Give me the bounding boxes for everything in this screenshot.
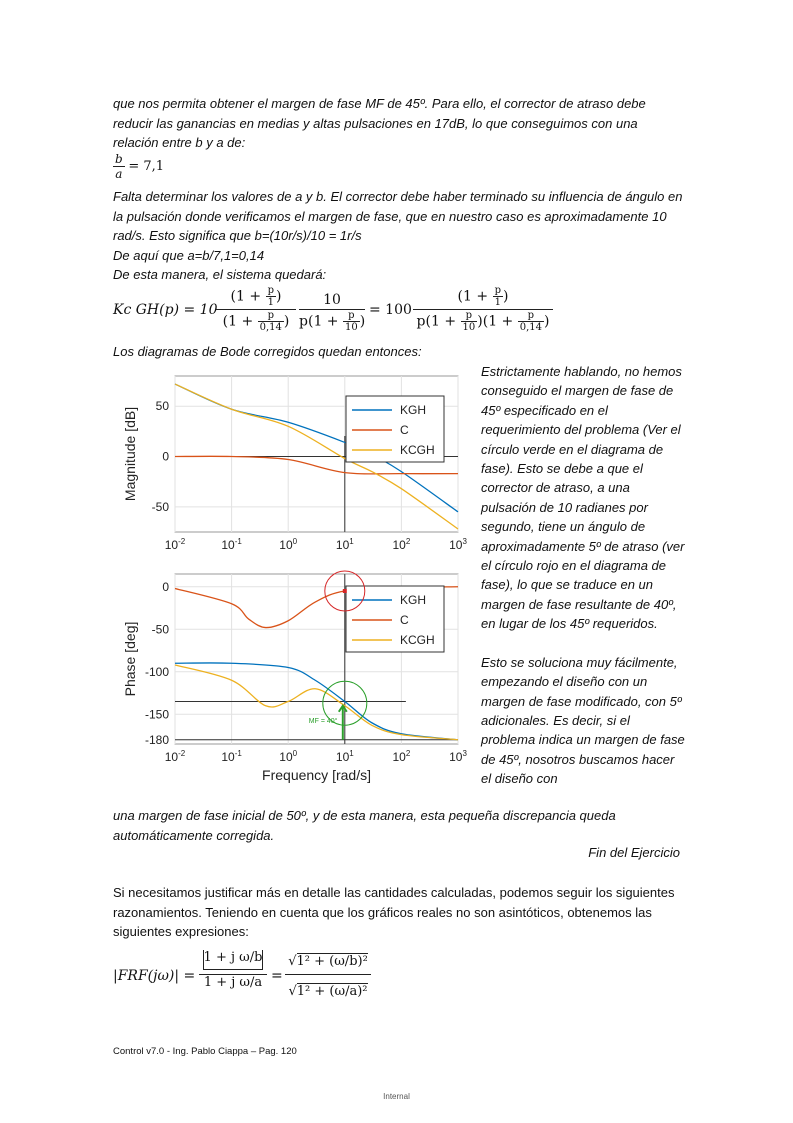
frf-sqrt-num: 1² + (ω/b)² <box>296 953 368 969</box>
mag-y-tick-label: -50 <box>152 500 170 514</box>
phase-legend-label: KGH <box>400 593 426 607</box>
internal-label: Internal <box>383 1092 410 1101</box>
phase-series-kgh <box>174 662 459 741</box>
eq-p-5: p <box>460 310 478 322</box>
mag-x-tick-label: 10-1 <box>221 537 242 552</box>
mag-x-tick-label: 101 <box>336 537 354 552</box>
eq-frac-2: 10 p(1 + p 10) <box>299 285 365 333</box>
eq-one-1: 1 <box>267 297 274 308</box>
phase-x-tick-label: 100 <box>279 749 297 764</box>
mag-legend-label: C <box>400 423 409 437</box>
eq-one-plus-2: 1 + <box>228 313 254 330</box>
mag-x-tick-label: 102 <box>392 537 410 552</box>
phase-y-tick-label: -180 <box>145 733 169 747</box>
phase-margin-arrowhead <box>337 703 348 713</box>
sidebar-paragraph-2: Esto se soluciona muy fácilmente, empeza… <box>481 654 685 787</box>
phase-y-axis-label: Phase [deg] <box>122 622 138 697</box>
paragraph-system: De esta manera, el sistema quedará: <box>113 267 327 282</box>
paragraph-bode-intro: Los diagramas de Bode corregidos quedan … <box>113 344 422 359</box>
phase-legend-label: C <box>400 613 409 627</box>
paragraph-a-value: De aquí que a=b/7,1=0,14 <box>113 248 265 263</box>
eq-p-6: p <box>517 310 544 322</box>
phase-series-kcgh <box>174 664 459 741</box>
eq-one-plus-1: 1 + <box>236 288 262 305</box>
phase-y-tick-label: -100 <box>145 665 169 679</box>
phase-margin-annotation: MF = 40° <box>309 717 338 725</box>
eq-zero14-2: 0,14 <box>519 322 542 333</box>
phase-legend-box <box>345 585 445 653</box>
eq-p-1: p <box>265 285 276 297</box>
paragraph-justify: Si necesitamos justificar más en detalle… <box>113 885 675 939</box>
phase-y-tick-label: -50 <box>152 622 170 636</box>
phase-red-circle <box>324 570 366 612</box>
mag-legend-label: KCGH <box>400 443 435 457</box>
eq-lhs: Kc GH(p) = 10 <box>113 302 218 318</box>
ratio-numerator: b <box>113 152 125 167</box>
bode-diagram: 10-2 10-1 100 101 102 103 50 0 -50 Magnitude [dB]… <box>122 375 467 783</box>
phase-x-tick-label: 103 <box>449 749 467 764</box>
eq-one-plus-3: 1 + <box>313 313 339 330</box>
phase-x-tick-label: 10-2 <box>165 749 186 764</box>
eq-one-plus-5: 1 + <box>430 313 457 330</box>
mag-y-tick-label: 50 <box>156 399 170 413</box>
page-footer: Control v7.0 - Ing. Pablo Ciappa – Pag. … <box>113 1046 297 1057</box>
equation-system: Kc GH(p) = 10 (1 + p 1) (1 + p 0,14) 10 p(… <box>113 285 553 341</box>
mag-series-c <box>174 455 459 475</box>
paragraph-determine: Falta determinar los valores de a y b. E… <box>113 189 683 243</box>
mag-x-tick-label: 103 <box>449 537 467 552</box>
frf-lhs: |FRF(jω)| = <box>113 968 196 984</box>
eq-equals-100: = 100 <box>369 302 412 318</box>
sidebar-paragraph-1: Estrictamente hablando, no hemos consegu… <box>481 364 685 632</box>
phase-y-tick-label: -150 <box>145 707 169 721</box>
mag-x-tick-label: 10-2 <box>165 537 186 552</box>
frf-den-abs: 1 + j ω/a <box>203 975 263 990</box>
eq-one-2: 1 <box>494 297 501 308</box>
end-of-exercise: Fin del Ejercicio <box>588 845 680 860</box>
equation-frf: |FRF(jω)| = 1 + j ω/b 1 + j ω/a = √1² + … <box>113 944 373 1018</box>
eq-ten-2: 10 <box>462 322 476 333</box>
eq-p-3: p <box>342 310 360 322</box>
frf-num-abs: 1 + j ω/b <box>199 950 267 975</box>
phase-x-axis-label: Frequency [rad/s] <box>262 767 371 783</box>
ratio-denominator: a <box>115 167 123 181</box>
phase-x-tick-label: 10-1 <box>221 749 242 764</box>
ratio-rhs: = 7,1 <box>128 158 165 174</box>
eq-one-plus-4: 1 + <box>463 288 489 305</box>
mag-x-tick-label: 100 <box>279 537 297 552</box>
mag-y-axis-label: Magnitude [dB] <box>122 407 138 501</box>
mag-series-kcgh <box>174 383 459 530</box>
eq-frac-1: (1 + p 1) (1 + p 0,14) <box>216 285 296 333</box>
eq-zero14-1: 0,14 <box>259 322 282 333</box>
frf-sqrt-den: 1² + (ω/a)² <box>296 983 368 999</box>
mag-legend-label: KGH <box>400 403 426 417</box>
eq-frac-3: (1 + p 1) p(1 + p 10)(1 + p 0,14) <box>413 285 553 333</box>
phase-red-marker <box>342 589 347 593</box>
mag-y-tick-label: 0 <box>162 450 169 464</box>
phase-y-tick-label: 0 <box>162 580 169 594</box>
eq-p-2: p <box>257 310 284 322</box>
eq-p-4: p <box>492 285 503 297</box>
paragraph-intro: que nos permita obtener el margen de fas… <box>113 96 646 150</box>
eq-k1: 10 <box>299 285 365 310</box>
phase-legend-label: KCGH <box>400 633 435 647</box>
eq-one-plus-6: 1 + <box>488 313 514 330</box>
sidebar-explanation: Estrictamente hablando, no hemos consegu… <box>481 362 686 789</box>
eq-ten-1: 10 <box>344 322 358 333</box>
paragraph-conclusion: una margen de fase inicial de 50º, y de … <box>113 808 616 843</box>
phase-x-tick-label: 102 <box>392 749 410 764</box>
mag-legend-box <box>345 395 445 463</box>
phase-green-circle <box>322 680 368 726</box>
phase-x-tick-label: 101 <box>336 749 354 764</box>
